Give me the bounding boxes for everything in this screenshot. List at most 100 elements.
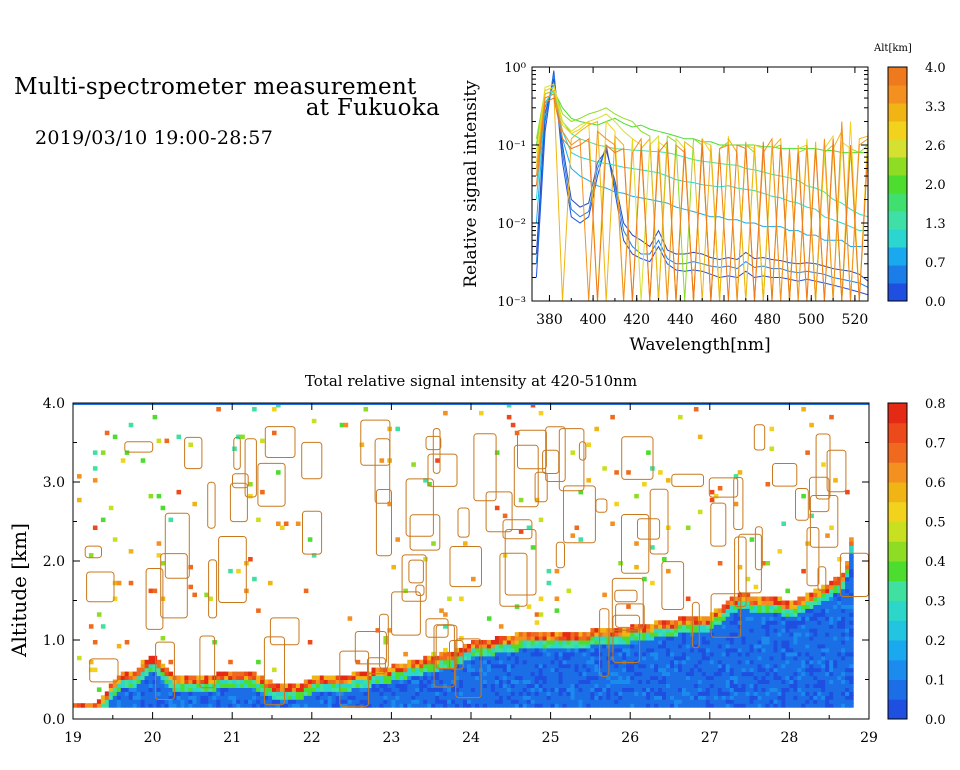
heatmap-cell [399,663,404,669]
heatmap-cell [327,683,333,688]
heatmap-cell [797,703,802,708]
heatmap-cell [709,632,715,637]
heatmap-cell [809,600,814,605]
heatmap-cell [494,671,500,677]
heatmap-cell [582,651,587,657]
heatmap-cell [837,699,842,704]
heatmap-cell [781,679,786,684]
heatmap-cell [502,699,508,704]
heatmap-cell [180,687,186,692]
heatmap-cell [741,703,747,708]
heatmap-cell [753,643,759,649]
heatmap-cell [781,612,786,617]
heatmap-cell [387,699,392,704]
heatmap-cell [833,663,838,669]
signal-contour [611,577,644,631]
heatmap-cell [164,683,170,688]
heatmap-cell [506,675,512,680]
heatmap-cell [630,624,635,629]
heatmap-cell [697,640,703,645]
heatmap-cell [777,604,783,609]
heatmap-cell [467,703,472,708]
heatmap-cell [558,663,564,669]
heatmap-cell [642,482,647,487]
heatmap-cell [566,588,572,594]
heatmap-cell [435,458,440,463]
colorbar-tick-label: 4.0 [925,61,946,76]
heatmap-cell [562,667,568,673]
heatmap-cell [662,636,667,641]
heatmap-cell [244,691,249,696]
heatmap-cell [379,699,385,704]
heatmap-cell [773,604,779,609]
heatmap-cell [741,699,747,704]
heatmap-cell [534,699,540,704]
heatmap-cell [363,679,369,684]
heatmap-cell [849,671,854,677]
spectrum-y-tick-label: 10⁻² [497,217,526,232]
heatmap-cell [626,671,631,677]
heatmap-cell [749,632,755,637]
heatmap-cell [833,691,838,696]
heatmap-cell [638,632,643,637]
heatmap-cell [224,695,229,700]
heatmap-cell [777,687,783,692]
heatmap-cell [200,703,205,708]
heatmap-cell [538,612,544,617]
heatmap-cell [797,687,802,692]
heatmap-cell [618,695,623,700]
heatmap-cell [821,655,826,661]
heatmap-cell [594,651,599,657]
heatmap-cell [586,640,591,645]
heatmap-cell [749,537,755,542]
heatmap-cell [486,671,492,677]
heatmap-cell [689,679,695,684]
heatmap-cell [785,651,790,657]
heatmap-cell [506,655,512,661]
heatmap-cell [558,659,564,665]
heatmap-cell [570,679,576,684]
heatmap-cell [801,620,806,625]
heatmap-cell [498,695,504,700]
heatmap-cell [411,659,416,665]
heatmap-cell [765,679,771,684]
heatmap-cell [546,643,552,649]
heatmap-cell [486,687,492,692]
heatmap-cell [216,675,221,680]
heatmap-cell [793,620,798,625]
heatmap-cell [518,529,524,534]
heatmap-cell [359,687,365,692]
heatmap-cell [845,675,850,680]
heatmap-cell [721,608,727,613]
heatmap-cell [526,675,532,680]
heatmap-cell [570,647,576,653]
heatmap-cell [228,683,233,688]
heatmap-cell [387,703,392,708]
heatmap-cell [307,703,313,708]
heatmap-cell [765,651,771,657]
heatmap-cell [538,671,544,677]
heatmap-cell [658,643,663,649]
heatmap-cell [303,699,309,704]
heatmap-cell [156,675,162,680]
heatmap-cell [196,699,201,704]
heatmap-cell [773,600,779,605]
heatmap-cell [650,640,655,645]
heatmap-cell [809,659,814,665]
heatmap-cell [789,612,794,617]
heatmap-cell [494,663,500,669]
heatmap-cell [721,604,727,609]
heatmap-cell [745,671,751,677]
heatmap-cell [693,407,699,412]
heatmap-cell [598,647,603,653]
heatmap-cell [705,616,711,621]
heatmap-cell [777,675,783,680]
heatmap-cell [813,647,818,653]
heatmap-cell [650,667,655,673]
heatmap-cell [268,691,273,696]
heatmap-cell [570,671,576,677]
heatmap-cell [761,671,767,677]
heatmap-cell [717,624,723,629]
heatmap-cell [785,604,790,609]
heatmap-cell [291,703,297,708]
